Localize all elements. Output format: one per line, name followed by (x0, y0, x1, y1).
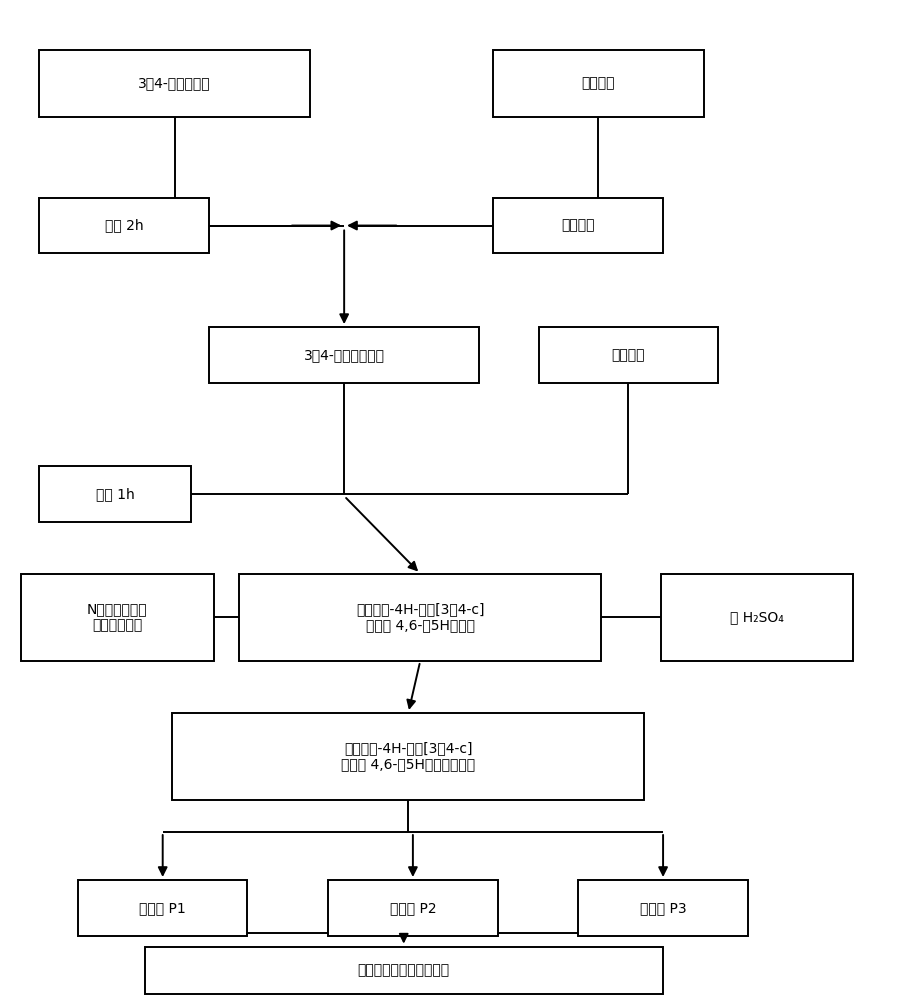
FancyBboxPatch shape (538, 327, 717, 383)
FancyBboxPatch shape (328, 880, 498, 936)
FancyBboxPatch shape (145, 947, 663, 994)
Text: N－溴代丁二酰
亚胺三氟乙酸: N－溴代丁二酰 亚胺三氟乙酸 (87, 602, 148, 632)
FancyBboxPatch shape (40, 50, 310, 117)
Text: 共聚物 P3: 共聚物 P3 (640, 901, 686, 915)
FancyBboxPatch shape (578, 880, 748, 936)
Text: 五氟苯基-4H-噻吩[3，4-c]
并吡咯 4,6-（5H）二酮: 五氟苯基-4H-噻吩[3，4-c] 并吡咯 4,6-（5H）二酮 (356, 602, 484, 632)
FancyBboxPatch shape (40, 466, 191, 522)
Text: 共聚物 P2: 共聚物 P2 (390, 901, 436, 915)
Text: 五氟苯胺: 五氟苯胺 (611, 348, 645, 362)
Text: 3，4-噻吩二甲酸: 3，4-噻吩二甲酸 (138, 76, 211, 90)
Text: 3，4-噻吩二甲酰氯: 3，4-噻吩二甲酰氯 (303, 348, 384, 362)
FancyBboxPatch shape (40, 198, 209, 253)
FancyBboxPatch shape (661, 574, 853, 661)
Text: 共聚物 P1: 共聚物 P1 (139, 901, 186, 915)
Text: 二氯亚砜: 二氯亚砜 (582, 76, 615, 90)
FancyBboxPatch shape (172, 713, 644, 800)
FancyBboxPatch shape (493, 198, 663, 253)
Text: 减压蒸馏: 减压蒸馏 (561, 219, 595, 233)
FancyBboxPatch shape (209, 327, 479, 383)
Text: 浓 H₂SO₄: 浓 H₂SO₄ (730, 610, 784, 624)
FancyBboxPatch shape (493, 50, 703, 117)
Text: 活性层的太阳能电池器件: 活性层的太阳能电池器件 (358, 963, 450, 977)
Text: 回流 1h: 回流 1h (96, 487, 135, 501)
FancyBboxPatch shape (78, 880, 247, 936)
Text: 五氟苯基-4H-噻吩[3，4-c]
并吡咯 4,6-（5H）二酮溴代物: 五氟苯基-4H-噻吩[3，4-c] 并吡咯 4,6-（5H）二酮溴代物 (341, 741, 476, 772)
FancyBboxPatch shape (21, 574, 214, 661)
Text: 回流 2h: 回流 2h (105, 219, 144, 233)
FancyBboxPatch shape (239, 574, 601, 661)
